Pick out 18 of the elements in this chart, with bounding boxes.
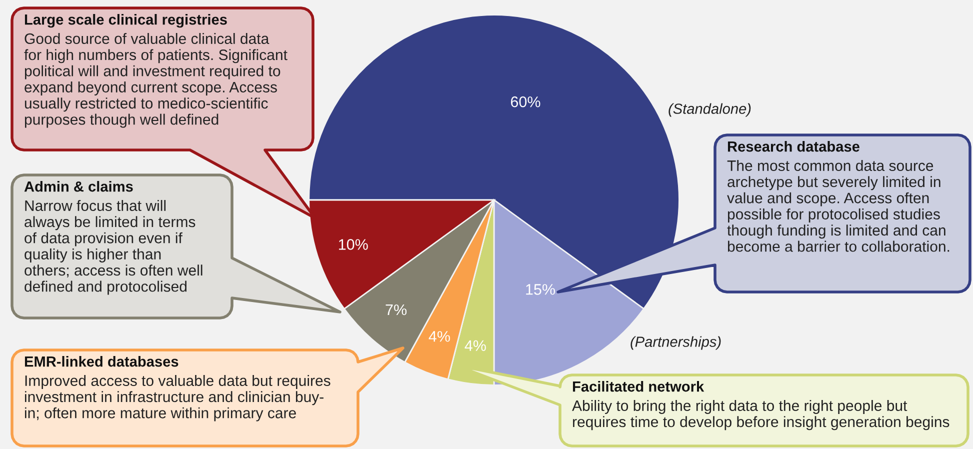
text: Large scale clinical registries <box>24 14 227 28</box>
data-label: 15% <box>526 284 555 295</box>
data-label: 7% <box>386 304 407 316</box>
data-label: 4% <box>428 331 450 342</box>
slice-label: (Standalone) <box>668 103 751 117</box>
data-label: 10% <box>339 239 368 250</box>
text: Good source of valuable clinical data for high numbers of patients. Significant political will and investment required to expand beyond current scope. Access usually restricted to medico-scientific purposes though well defined <box>24 33 288 128</box>
text: Facilitated network <box>572 381 704 392</box>
text: Narrow focus that will always be limited in terms of data provision even if quality is higher than others; access is often well defined and protocolised <box>24 200 202 295</box>
text: The most common data source archetype but severely limited in value and scope. Access often possible for protocolised studies though funding is limited and can become a barrier to collaboration. <box>727 160 950 252</box>
text: Admin & claims <box>24 181 133 192</box>
text: Research database <box>728 141 860 152</box>
data-label: 4% <box>464 340 486 351</box>
data-label: 60% <box>510 96 540 108</box>
text: EMR-linked databases <box>24 356 178 367</box>
slice-label: (Partnerships) <box>630 336 721 350</box>
text: Improved access to valuable data but requires investment in infrastructure and clinician buy- in; often more mature within primary care <box>25 375 330 422</box>
text: Ability to bring the right data to the right people but requires time to develop before insight generation begins <box>572 400 950 430</box>
